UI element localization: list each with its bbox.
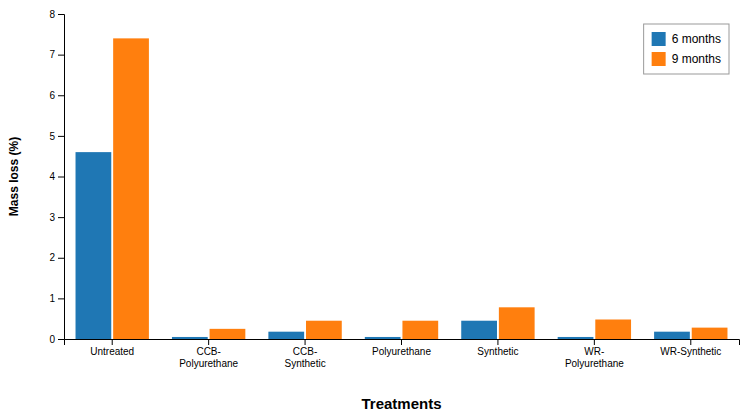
- legend: 6 months 9 months: [644, 24, 729, 74]
- tick-label: WR-Polyurethane: [565, 346, 624, 369]
- tick: Polyurethane: [372, 339, 431, 357]
- bar: [654, 332, 690, 339]
- tick-mark: [497, 339, 498, 345]
- tick-label: Untreated: [90, 346, 134, 357]
- tick-label: 0: [49, 334, 55, 345]
- tick: 7: [49, 49, 64, 60]
- tick: 3: [49, 212, 64, 223]
- x-axis-title: Treatments: [361, 395, 441, 412]
- tick-mark: [208, 339, 209, 345]
- tick-label: CCB-Polyurethane: [179, 346, 238, 369]
- legend-item: 6 months: [652, 32, 721, 46]
- chart: Untreated CCB-Polyurethane CCB-Synthetic Po…: [0, 0, 755, 419]
- tick-mark: [58, 136, 64, 137]
- legend-item: 9 months: [652, 52, 721, 66]
- tick-mark: [690, 339, 691, 345]
- tick-label: 3: [49, 212, 55, 223]
- bar: [365, 337, 401, 339]
- y-axis-title: Mass loss (%): [7, 137, 21, 216]
- bar-series: [113, 38, 727, 339]
- tick-mark: [594, 339, 595, 345]
- bar: [402, 321, 438, 339]
- tick-label: WR-Synthetic: [660, 346, 721, 357]
- plot: Untreated CCB-Polyurethane CCB-Synthetic Po…: [49, 9, 739, 369]
- tick: 0: [49, 334, 64, 345]
- tick-mark: [305, 339, 306, 345]
- tick-mark: [58, 177, 64, 178]
- legend-box: [644, 24, 729, 74]
- tick: 1: [49, 293, 64, 304]
- tick-mark: [58, 298, 64, 299]
- tick-label: 6: [49, 90, 55, 101]
- tick-label: 2: [49, 252, 55, 263]
- tick: WR-Polyurethane: [565, 339, 624, 369]
- tick-mark: [58, 55, 64, 56]
- tick: CCB-Synthetic: [285, 339, 326, 369]
- y-axis: 0 1 2 3 4 5 6 7 8: [49, 9, 64, 345]
- tick: CCB-Polyurethane: [179, 339, 238, 369]
- bar: [76, 152, 112, 339]
- legend-label: 9 months: [672, 52, 721, 66]
- bar: [499, 307, 535, 339]
- bar: [172, 337, 208, 339]
- tick-label: 7: [49, 49, 55, 60]
- tick-mark: [58, 14, 64, 15]
- tick-mark: [58, 95, 64, 96]
- axis-line: [65, 340, 740, 346]
- tick: 8: [49, 9, 64, 20]
- bar: [595, 320, 631, 340]
- legend-swatch: [652, 52, 666, 66]
- bar: [268, 332, 304, 339]
- tick-mark: [401, 339, 402, 345]
- tick: 5: [49, 131, 64, 142]
- tick: 4: [49, 171, 64, 182]
- tick-label: 1: [49, 293, 55, 304]
- bar: [113, 38, 149, 339]
- bar-series: [76, 152, 690, 339]
- tick: 6: [49, 90, 64, 101]
- bar: [692, 328, 728, 339]
- bar: [558, 337, 594, 339]
- tick-label: 4: [49, 171, 55, 182]
- bar: [461, 321, 497, 339]
- tick-mark: [58, 339, 64, 340]
- tick-label: Synthetic: [477, 346, 518, 357]
- tick-label: CCB-Synthetic: [285, 346, 326, 369]
- tick-label: 5: [49, 131, 55, 142]
- tick: 2: [49, 252, 64, 263]
- axis-line: [58, 15, 65, 340]
- bar: [306, 321, 342, 339]
- x-axis: Untreated CCB-Polyurethane CCB-Synthetic Po…: [65, 339, 740, 369]
- tick-mark: [58, 217, 64, 218]
- bars: [76, 38, 728, 339]
- tick: Untreated: [90, 339, 134, 357]
- legend-label: 6 months: [672, 32, 721, 46]
- tick-mark: [112, 339, 113, 345]
- tick: WR-Synthetic: [660, 339, 721, 357]
- tick-mark: [58, 258, 64, 259]
- tick: Synthetic: [477, 339, 518, 357]
- tick-label: 8: [49, 9, 55, 20]
- legend-swatch: [652, 32, 666, 46]
- bar: [210, 329, 246, 339]
- tick-label: Polyurethane: [372, 346, 431, 357]
